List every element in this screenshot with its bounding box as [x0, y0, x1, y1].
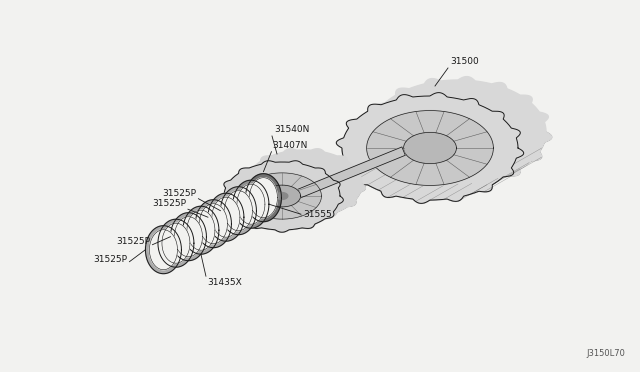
Polygon shape	[243, 149, 365, 220]
Polygon shape	[364, 77, 552, 187]
Polygon shape	[367, 110, 493, 185]
Polygon shape	[246, 174, 282, 222]
Polygon shape	[296, 147, 405, 198]
Polygon shape	[243, 173, 321, 219]
Polygon shape	[221, 161, 343, 232]
Polygon shape	[150, 230, 177, 270]
Polygon shape	[183, 206, 219, 254]
Polygon shape	[404, 132, 456, 164]
Text: 31525P: 31525P	[163, 189, 196, 198]
Polygon shape	[195, 200, 232, 248]
Text: 31555: 31555	[303, 210, 332, 219]
Text: J3150L70: J3150L70	[586, 349, 625, 358]
Text: 31525P: 31525P	[152, 199, 186, 208]
Polygon shape	[211, 191, 266, 225]
Polygon shape	[187, 210, 215, 250]
Polygon shape	[175, 217, 202, 257]
Text: 31500: 31500	[450, 57, 479, 66]
Polygon shape	[221, 184, 365, 232]
Polygon shape	[158, 219, 194, 267]
Polygon shape	[200, 204, 227, 244]
Polygon shape	[220, 187, 257, 235]
Text: 31540N: 31540N	[274, 125, 309, 134]
Text: 31525P: 31525P	[93, 255, 127, 264]
Polygon shape	[233, 180, 269, 228]
Text: 31525P: 31525P	[116, 237, 150, 246]
Polygon shape	[208, 193, 244, 241]
Polygon shape	[225, 191, 252, 231]
Polygon shape	[250, 178, 278, 218]
Polygon shape	[162, 223, 190, 263]
Polygon shape	[336, 93, 524, 203]
Text: 31435X: 31435X	[207, 278, 242, 287]
Polygon shape	[340, 132, 552, 203]
Polygon shape	[170, 213, 207, 261]
Polygon shape	[209, 220, 216, 224]
Polygon shape	[237, 184, 265, 224]
Polygon shape	[264, 185, 301, 207]
Polygon shape	[145, 226, 182, 274]
Text: 31407N: 31407N	[273, 141, 308, 150]
Polygon shape	[276, 193, 288, 199]
Polygon shape	[212, 197, 240, 237]
